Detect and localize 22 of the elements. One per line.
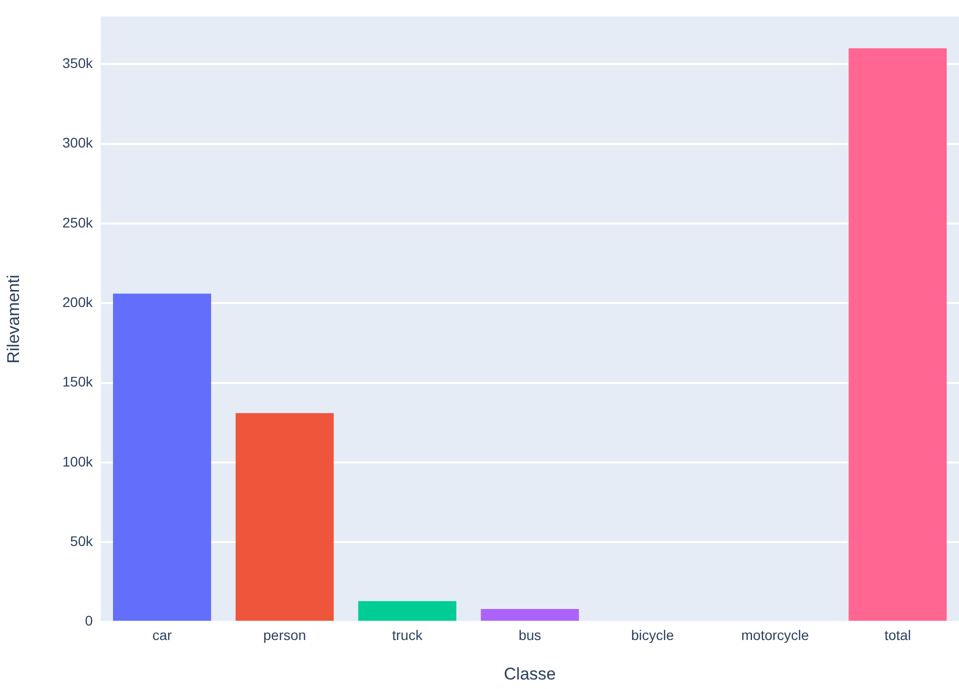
- y-tick-label: 100k: [62, 453, 94, 470]
- bar: [480, 609, 579, 621]
- y-tick-label: 350k: [62, 55, 94, 72]
- x-tick-label: bicycle: [631, 627, 674, 644]
- bar: [236, 413, 334, 621]
- x-tick-label: person: [263, 627, 306, 644]
- y-tick-label: 0: [84, 612, 93, 629]
- bar: [848, 48, 947, 621]
- x-tick-label: truck: [392, 627, 424, 644]
- y-tick-label: 200k: [62, 294, 94, 310]
- y-tick-label: 300k: [62, 134, 94, 151]
- x-tick-label: bus: [518, 627, 542, 644]
- y-tick-label: 150k: [62, 374, 94, 390]
- x-axis-title: Classe: [504, 664, 556, 684]
- y-tick-label: 250k: [62, 214, 94, 230]
- bar: [358, 601, 456, 621]
- bar: [113, 294, 212, 621]
- y-tick-label: 50k: [70, 533, 94, 549]
- x-tick-label: motorcycle: [741, 627, 810, 644]
- y-axis-title: Rilevamenti: [4, 274, 23, 364]
- x-tick-label: car: [152, 627, 172, 644]
- x-tick-label: total: [884, 627, 911, 644]
